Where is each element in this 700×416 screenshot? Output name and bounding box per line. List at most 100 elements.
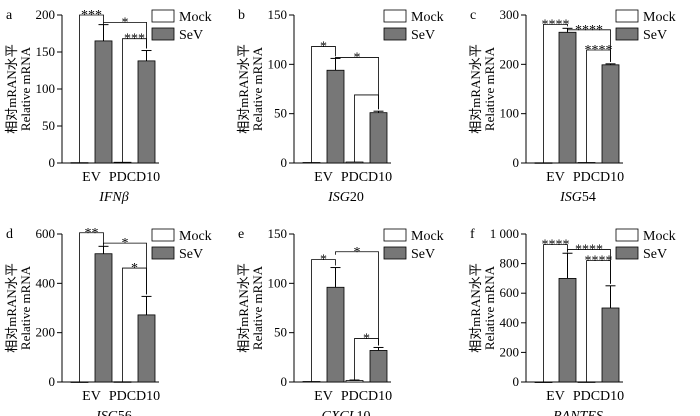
x-tick-label: PDCD10 — [341, 170, 392, 185]
x-tick-label: EV — [314, 389, 333, 404]
significance-label: **** — [542, 17, 570, 32]
sev-bar-EV — [94, 253, 113, 383]
x-tick-label: PDCD10 — [341, 389, 392, 404]
chart-panel-b: b 0 50 100 150 相对mRAN水平 Relative mRNA EV PDCD10 *… — [236, 7, 444, 205]
y-tick-label: 50 — [42, 118, 55, 133]
significance-bracket — [103, 21, 147, 49]
y-tick-label: 200 — [36, 7, 56, 22]
gene-title-part: ISG — [327, 190, 350, 205]
y-tick-label: 100 — [36, 81, 56, 96]
x-tick-label: EV — [82, 389, 101, 404]
legend-swatch-sev — [615, 27, 639, 41]
legend-label-sev: SeV — [179, 247, 203, 262]
y-axis-label-cn: 相对mRAN水平 — [468, 263, 483, 353]
significance-bracket — [311, 259, 336, 382]
significance-bracket — [103, 242, 147, 295]
sev-bar-PDCD10 — [601, 64, 620, 164]
significance-label: **** — [542, 238, 570, 253]
legend-label-sev: SeV — [411, 28, 435, 43]
significance-bracket — [311, 46, 336, 163]
y-axis-label-en: Relative mRNA — [250, 46, 265, 131]
x-tick-label: PDCD10 — [109, 170, 160, 185]
sev-bar-EV — [326, 286, 345, 383]
y-tick-label: 400 — [36, 275, 56, 290]
panel-letter: c — [470, 8, 476, 23]
y-axis-label-en: Relative mRNA — [482, 265, 497, 350]
y-axis-label-en: Relative mRNA — [250, 265, 265, 350]
y-axis-label-en: Relative mRNA — [18, 265, 33, 350]
gene-title-part: 56 — [118, 409, 132, 416]
gene-title-part: β — [121, 190, 129, 205]
legend-swatch-sev — [615, 246, 639, 260]
y-tick-label: 100 — [268, 275, 288, 290]
y-tick-label: 200 — [500, 344, 520, 359]
gene-title-part: 10 — [357, 409, 371, 416]
significance-label: * — [320, 40, 327, 55]
x-tick-label: EV — [546, 170, 565, 185]
panel-letter: f — [470, 227, 475, 242]
significance-label: * — [122, 15, 129, 30]
sev-bar-EV — [94, 40, 113, 164]
y-axis-label-cn: 相对mRAN水平 — [236, 44, 251, 134]
significance-label: * — [131, 261, 138, 276]
sev-bar-EV — [326, 69, 345, 164]
y-tick-label: 600 — [36, 226, 56, 241]
gene-title: CXCL10 — [321, 409, 370, 416]
legend-swatch-mock — [151, 228, 175, 242]
panel-letter: b — [238, 8, 245, 23]
sev-bar-PDCD10 — [137, 314, 156, 383]
significance-label: * — [363, 332, 370, 347]
legend-swatch-sev — [151, 27, 175, 41]
legend-swatch-sev — [151, 246, 175, 260]
significance-label: *** — [124, 32, 145, 47]
y-tick-label: 50 — [274, 106, 287, 121]
y-axis-label-cn: 相对mRAN水平 — [236, 263, 251, 353]
sev-bar-PDCD10 — [137, 60, 156, 164]
legend-swatch-mock — [383, 228, 407, 242]
mock-bar-PDCD10 — [113, 161, 132, 164]
legend-label-mock: Mock — [179, 10, 212, 25]
x-tick-label: EV — [314, 170, 333, 185]
panel-letter: d — [6, 227, 13, 242]
y-tick-label: 150 — [268, 7, 288, 22]
sev-bar-PDCD10 — [369, 112, 388, 164]
y-tick-label: 0 — [281, 155, 288, 170]
legend-swatch-mock — [615, 9, 639, 23]
legend-label-mock: Mock — [643, 229, 676, 244]
gene-title: ISG20 — [327, 190, 364, 205]
legend-label-sev: SeV — [643, 247, 667, 262]
gene-title-part: 54 — [582, 190, 596, 205]
y-tick-label: 0 — [281, 374, 288, 389]
legend-label-mock: Mock — [643, 10, 676, 25]
legend-swatch-sev — [383, 246, 407, 260]
sev-bar-EV — [558, 31, 577, 164]
y-tick-label: 150 — [268, 226, 288, 241]
y-axis-label-en: Relative mRNA — [18, 46, 33, 131]
mock-bar-EV — [70, 381, 89, 383]
gene-title-part: CXCL — [321, 409, 356, 416]
mock-bar-PDCD10 — [577, 381, 596, 383]
y-axis-label-cn: 相对mRAN水平 — [468, 44, 483, 134]
legend-label-sev: SeV — [179, 28, 203, 43]
significance-label: * — [354, 245, 361, 260]
gene-title: RANTES — [552, 409, 603, 416]
y-tick-label: 200 — [500, 56, 520, 71]
mock-bar-PDCD10 — [345, 161, 364, 164]
significance-label: **** — [575, 243, 603, 258]
gene-title: ISG56 — [95, 409, 132, 416]
sev-bar-PDCD10 — [369, 350, 388, 383]
sev-bar-PDCD10 — [601, 307, 620, 383]
x-tick-label: PDCD10 — [573, 389, 624, 404]
significance-label: * — [320, 253, 327, 268]
y-tick-label: 50 — [274, 325, 287, 340]
y-tick-label: 100 — [500, 106, 520, 121]
gene-title-part: ISG — [559, 190, 582, 205]
significance-bracket — [567, 249, 611, 284]
significance-label: **** — [575, 23, 603, 38]
y-tick-label: 800 — [500, 256, 520, 271]
legend-swatch-mock — [151, 9, 175, 23]
legend-swatch-mock — [383, 9, 407, 23]
y-tick-label: 0 — [49, 155, 56, 170]
y-tick-label: 300 — [500, 7, 520, 22]
y-tick-label: 0 — [513, 374, 520, 389]
